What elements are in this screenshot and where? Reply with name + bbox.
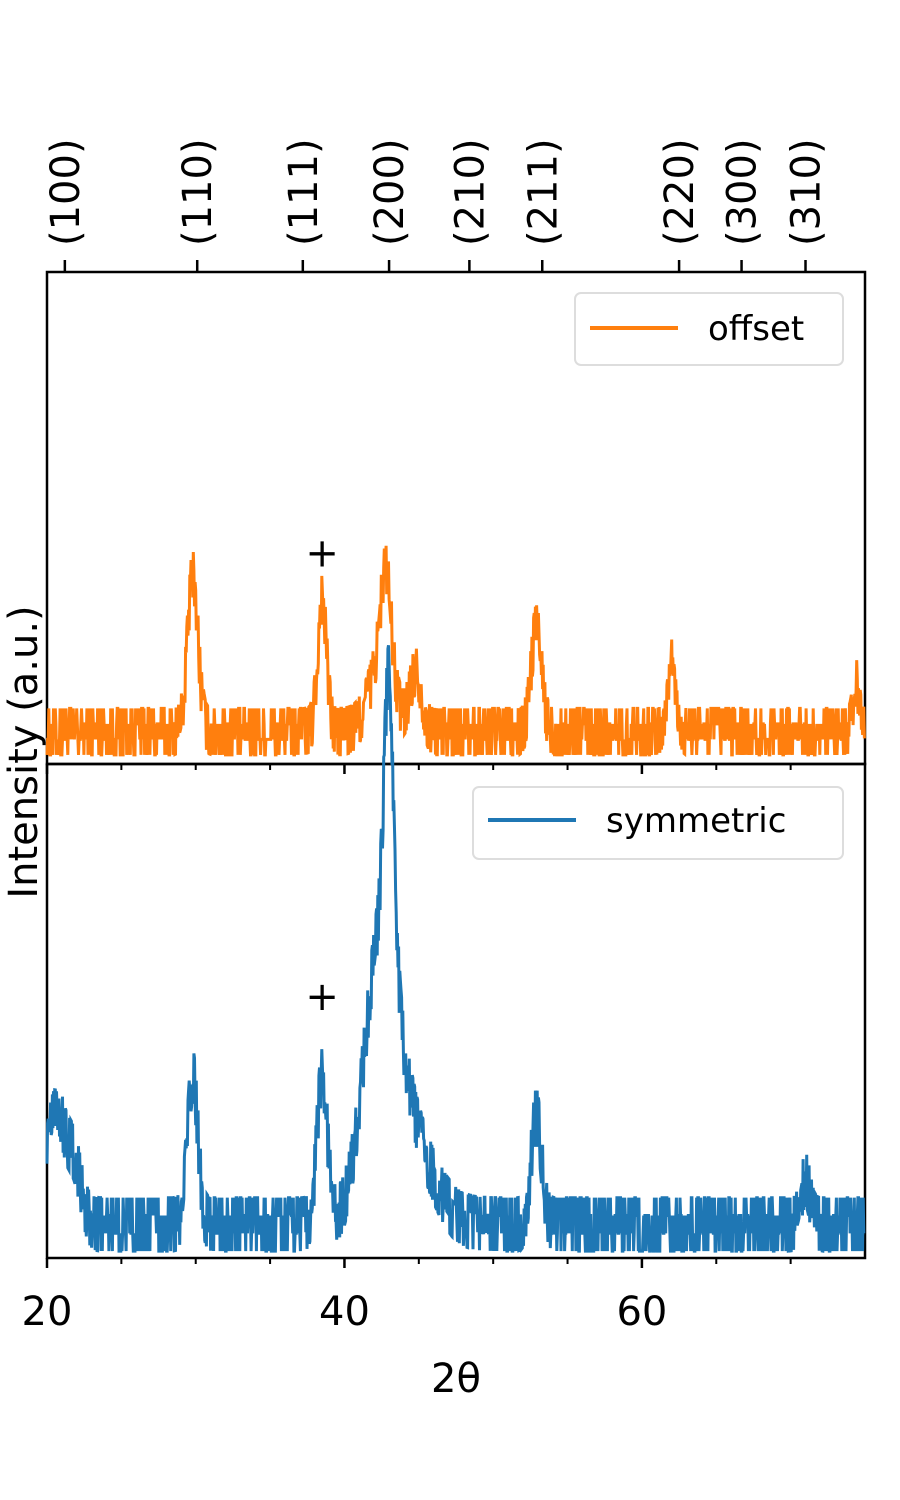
reflection-label: (111) — [281, 138, 327, 246]
reflection-labels: (100) (110) (111) (200) (210) (211) (220) (300)… — [43, 138, 830, 246]
legend-label: symmetric — [606, 801, 786, 841]
x-tick-label: 60 — [616, 1289, 667, 1335]
x-tick-label: 20 — [22, 1289, 73, 1335]
series-line-offset — [45, 545, 866, 758]
reflection-label: (310) — [784, 138, 830, 246]
x-axis: 20 40 60 — [22, 764, 792, 1335]
reflection-label: (100) — [43, 138, 89, 246]
x-axis-label: 2θ — [431, 1356, 481, 1402]
x-tick-label: 40 — [319, 1289, 370, 1335]
reflection-label: (110) — [175, 138, 221, 246]
reflection-label: (300) — [720, 138, 766, 246]
panel-symmetric: + symmetric — [45, 645, 867, 1260]
reflection-label: (211) — [520, 138, 566, 246]
peak-marker-offset: + — [305, 530, 339, 576]
reflection-label: (210) — [447, 138, 493, 246]
legend-symmetric: symmetric — [472, 786, 844, 860]
legend-label: offset — [708, 309, 804, 349]
reflection-label: (200) — [367, 138, 413, 246]
legend-offset: offset — [574, 292, 844, 366]
peak-marker-symmetric: + — [305, 974, 339, 1020]
panel-symmetric-frame — [45, 762, 867, 1260]
y-axis-label: Intensity (a.u.) — [1, 605, 47, 898]
reflection-label: (220) — [657, 138, 703, 246]
panel-offset: + offset — [45, 260, 867, 766]
legend-box — [574, 292, 844, 366]
reflection-ticks — [63, 260, 807, 272]
legend-box — [472, 786, 844, 860]
series-line-symmetric — [45, 645, 866, 1254]
